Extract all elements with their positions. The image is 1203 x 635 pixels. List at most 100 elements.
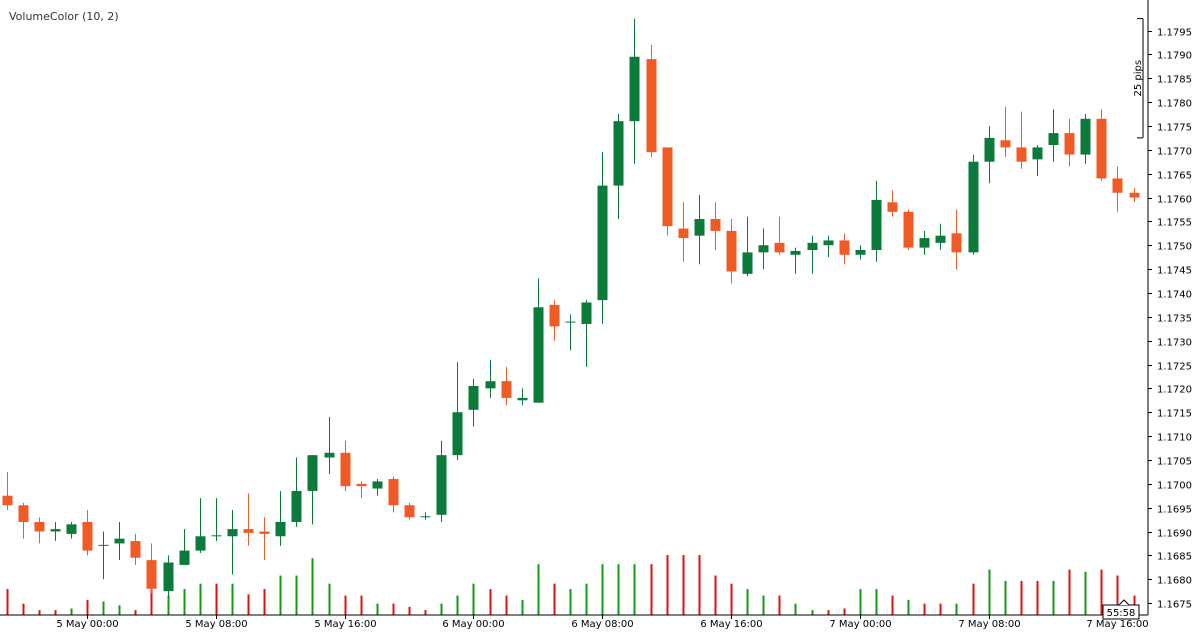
indicator-label: VolumeColor (10, 2) bbox=[9, 10, 119, 23]
candle-body bbox=[1112, 178, 1123, 193]
candle-body bbox=[1064, 133, 1075, 155]
time-tick-label: 7 May 16:00 bbox=[1086, 619, 1148, 630]
candle-body bbox=[468, 385, 479, 410]
candle-body bbox=[951, 233, 962, 253]
candle-body bbox=[678, 228, 689, 239]
candle bbox=[742, 216, 753, 277]
candle bbox=[436, 440, 447, 522]
price-tick-label: 1.1755 bbox=[1157, 218, 1192, 229]
candle-body bbox=[356, 483, 367, 487]
candle bbox=[1048, 109, 1059, 162]
candle bbox=[2, 471, 13, 511]
price-tick-label: 1.1675 bbox=[1157, 600, 1192, 611]
price-tick-label: 1.1760 bbox=[1157, 195, 1192, 206]
candle-body bbox=[436, 455, 447, 515]
candle bbox=[533, 278, 544, 403]
candle-body bbox=[307, 455, 318, 491]
candle bbox=[356, 481, 367, 499]
candle bbox=[871, 180, 882, 262]
candle-body bbox=[694, 218, 705, 236]
price-tick-label: 1.1680 bbox=[1157, 576, 1192, 587]
candle bbox=[1080, 114, 1091, 165]
candle-body bbox=[855, 249, 866, 255]
candle bbox=[163, 555, 174, 599]
candle-body bbox=[340, 452, 351, 487]
candle bbox=[195, 498, 206, 553]
candle-body bbox=[372, 481, 383, 489]
time-tick-label: 7 May 08:00 bbox=[958, 619, 1020, 630]
candle-body bbox=[388, 479, 399, 506]
candle-body bbox=[549, 304, 560, 327]
time-tick-label: 5 May 00:00 bbox=[56, 619, 118, 630]
candle bbox=[388, 476, 399, 513]
candle-body bbox=[1016, 147, 1027, 162]
candle-body bbox=[903, 211, 914, 248]
candle-body bbox=[18, 505, 29, 522]
candle bbox=[243, 493, 254, 546]
candle-body bbox=[324, 452, 335, 458]
price-axis: 1.1675 1.1680 1.1685 1.1690 1.1695 1.1700 1.17… bbox=[0, 0, 1192, 616]
candle-body bbox=[919, 238, 930, 248]
candle bbox=[951, 209, 962, 270]
candle-body bbox=[211, 535, 222, 537]
price-tick-label: 1.1695 bbox=[1157, 505, 1192, 516]
candle bbox=[1016, 111, 1027, 169]
candle-body bbox=[1129, 192, 1140, 198]
candle bbox=[646, 44, 657, 157]
candle-body bbox=[66, 524, 77, 534]
time-tick-label: 5 May 16:00 bbox=[314, 619, 376, 630]
candle-body bbox=[613, 121, 624, 186]
candle bbox=[935, 223, 946, 250]
candle bbox=[340, 440, 351, 491]
price-tick-label: 1.1705 bbox=[1157, 457, 1192, 468]
candle bbox=[179, 529, 190, 565]
candle-body bbox=[404, 505, 415, 518]
candle-layer bbox=[2, 18, 1140, 599]
candle bbox=[1064, 118, 1075, 167]
price-tick-label: 1.1765 bbox=[1157, 171, 1192, 182]
candle bbox=[807, 235, 818, 274]
candle bbox=[613, 114, 624, 219]
candle-body bbox=[968, 161, 979, 253]
price-tick-label: 1.1790 bbox=[1157, 51, 1192, 62]
candle-body bbox=[420, 516, 431, 518]
countdown-pointer bbox=[1118, 599, 1130, 606]
price-tick-label: 1.1685 bbox=[1157, 552, 1192, 563]
candle-body bbox=[597, 185, 608, 301]
price-tick-label: 1.1710 bbox=[1157, 433, 1192, 444]
candle bbox=[501, 366, 512, 406]
candle bbox=[146, 543, 157, 594]
candle bbox=[227, 510, 238, 575]
candle-body bbox=[130, 541, 141, 558]
candle bbox=[758, 228, 769, 270]
candle-body bbox=[662, 147, 673, 227]
candle-body bbox=[114, 538, 125, 544]
candle bbox=[452, 362, 463, 460]
candle bbox=[984, 125, 995, 184]
time-tick-label: 6 May 08:00 bbox=[571, 619, 633, 630]
candle-body bbox=[742, 252, 753, 274]
candle-body bbox=[533, 307, 544, 403]
candle bbox=[1096, 109, 1107, 181]
price-tick-label: 1.1690 bbox=[1157, 529, 1192, 540]
candle bbox=[82, 510, 93, 556]
candle bbox=[581, 300, 592, 367]
price-tick-label: 1.1750 bbox=[1157, 242, 1192, 253]
candle bbox=[549, 300, 560, 341]
candle bbox=[629, 18, 640, 165]
candle-body bbox=[1032, 147, 1043, 160]
candle bbox=[259, 517, 270, 561]
candle bbox=[823, 235, 834, 258]
price-tick-label: 1.1770 bbox=[1157, 147, 1192, 158]
candle-body bbox=[98, 544, 109, 546]
price-tick-label: 1.1700 bbox=[1157, 481, 1192, 492]
time-tick-label: 7 May 00:00 bbox=[829, 619, 891, 630]
candle bbox=[774, 216, 785, 255]
candle bbox=[18, 502, 29, 539]
candle-body bbox=[1096, 118, 1107, 179]
price-tick-label: 1.1785 bbox=[1157, 75, 1192, 86]
candle bbox=[1112, 166, 1123, 212]
time-tick-label: 5 May 08:00 bbox=[185, 619, 247, 630]
candle bbox=[662, 147, 673, 236]
